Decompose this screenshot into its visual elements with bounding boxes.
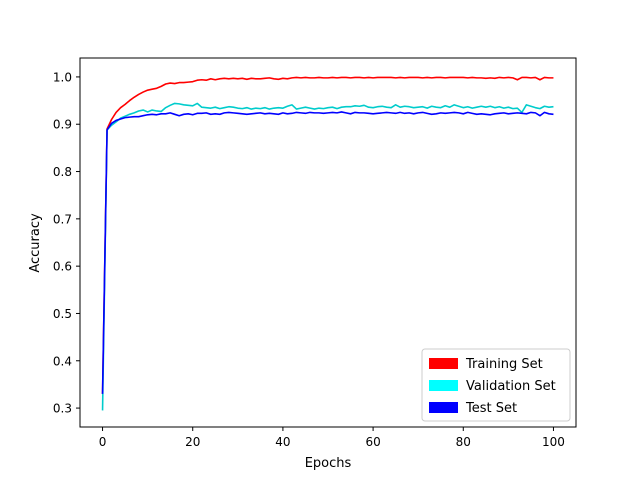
axes-frame [79,57,577,428]
x-tick-label: 20 [185,435,200,449]
y-tick-label: 1.0 [53,70,72,84]
x-axis-label: Epochs [305,456,352,471]
y-tick-label: 0.4 [53,354,72,368]
y-tick-label: 0.5 [53,307,72,321]
legend-label-test-set: Test Set [465,401,517,416]
x-tick-label: 40 [275,435,290,449]
y-tick-label: 0.3 [53,402,72,416]
y-axis-label: Accuracy [28,213,43,273]
y-tick-label: 0.6 [53,260,72,274]
legend-swatch-training-set [429,358,458,369]
y-tick-label: 0.8 [53,165,72,179]
x-axis-ticks: 0 20 40 60 80 100 [99,427,565,449]
x-tick-label: 80 [456,435,471,449]
series-line-training-set [101,76,554,394]
legend-swatch-test-set [429,402,458,413]
legend: Training Set Validation Set Test Set [421,348,571,422]
x-tick-label: 0 [99,435,107,449]
legend-swatch-validation-set [429,380,458,391]
series-line-test-set [101,111,554,394]
series-line-validation-set [101,102,554,411]
x-tick-label: 100 [542,435,565,449]
legend-label-validation-set: Validation Set [466,379,556,394]
y-tick-label: 0.7 [53,212,72,226]
y-axis-ticks: 0.3 0.4 0.5 0.6 0.7 0.8 0.9 1.0 [53,70,80,416]
legend-label-training-set: Training Set [465,357,543,372]
plot-lines [101,76,554,411]
y-tick-label: 0.9 [53,118,72,132]
legend-box [421,348,571,422]
x-tick-label: 60 [365,435,380,449]
